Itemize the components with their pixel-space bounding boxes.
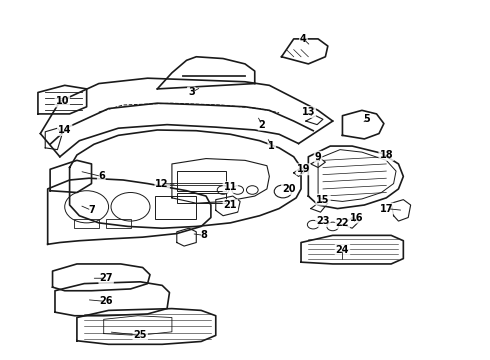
Text: 23: 23: [316, 216, 330, 226]
Text: 11: 11: [223, 182, 237, 192]
Bar: [177, 171, 225, 191]
Bar: [177, 193, 225, 203]
Text: 1: 1: [269, 141, 275, 151]
Text: 26: 26: [99, 296, 113, 306]
Text: 21: 21: [223, 200, 237, 210]
Text: 15: 15: [316, 195, 330, 204]
Bar: [106, 219, 130, 228]
Text: 6: 6: [98, 171, 105, 181]
Text: 19: 19: [297, 164, 310, 174]
Text: 18: 18: [379, 150, 393, 160]
Text: 16: 16: [350, 212, 364, 222]
Text: 24: 24: [336, 245, 349, 255]
Bar: [155, 196, 196, 219]
Text: 10: 10: [55, 96, 69, 107]
Text: 20: 20: [282, 184, 295, 194]
Text: 7: 7: [88, 205, 95, 215]
Text: 4: 4: [300, 34, 307, 44]
Text: 8: 8: [200, 230, 207, 240]
Text: 25: 25: [133, 330, 147, 341]
Text: 14: 14: [58, 125, 72, 135]
Text: 9: 9: [315, 152, 321, 162]
Text: 22: 22: [336, 218, 349, 228]
Text: 17: 17: [380, 203, 393, 213]
Text: 12: 12: [155, 179, 169, 189]
Text: 5: 5: [364, 114, 370, 124]
Text: 2: 2: [259, 120, 266, 130]
Text: 13: 13: [301, 107, 315, 117]
Bar: [74, 219, 99, 228]
Text: 3: 3: [188, 87, 195, 98]
Text: 27: 27: [99, 273, 113, 283]
